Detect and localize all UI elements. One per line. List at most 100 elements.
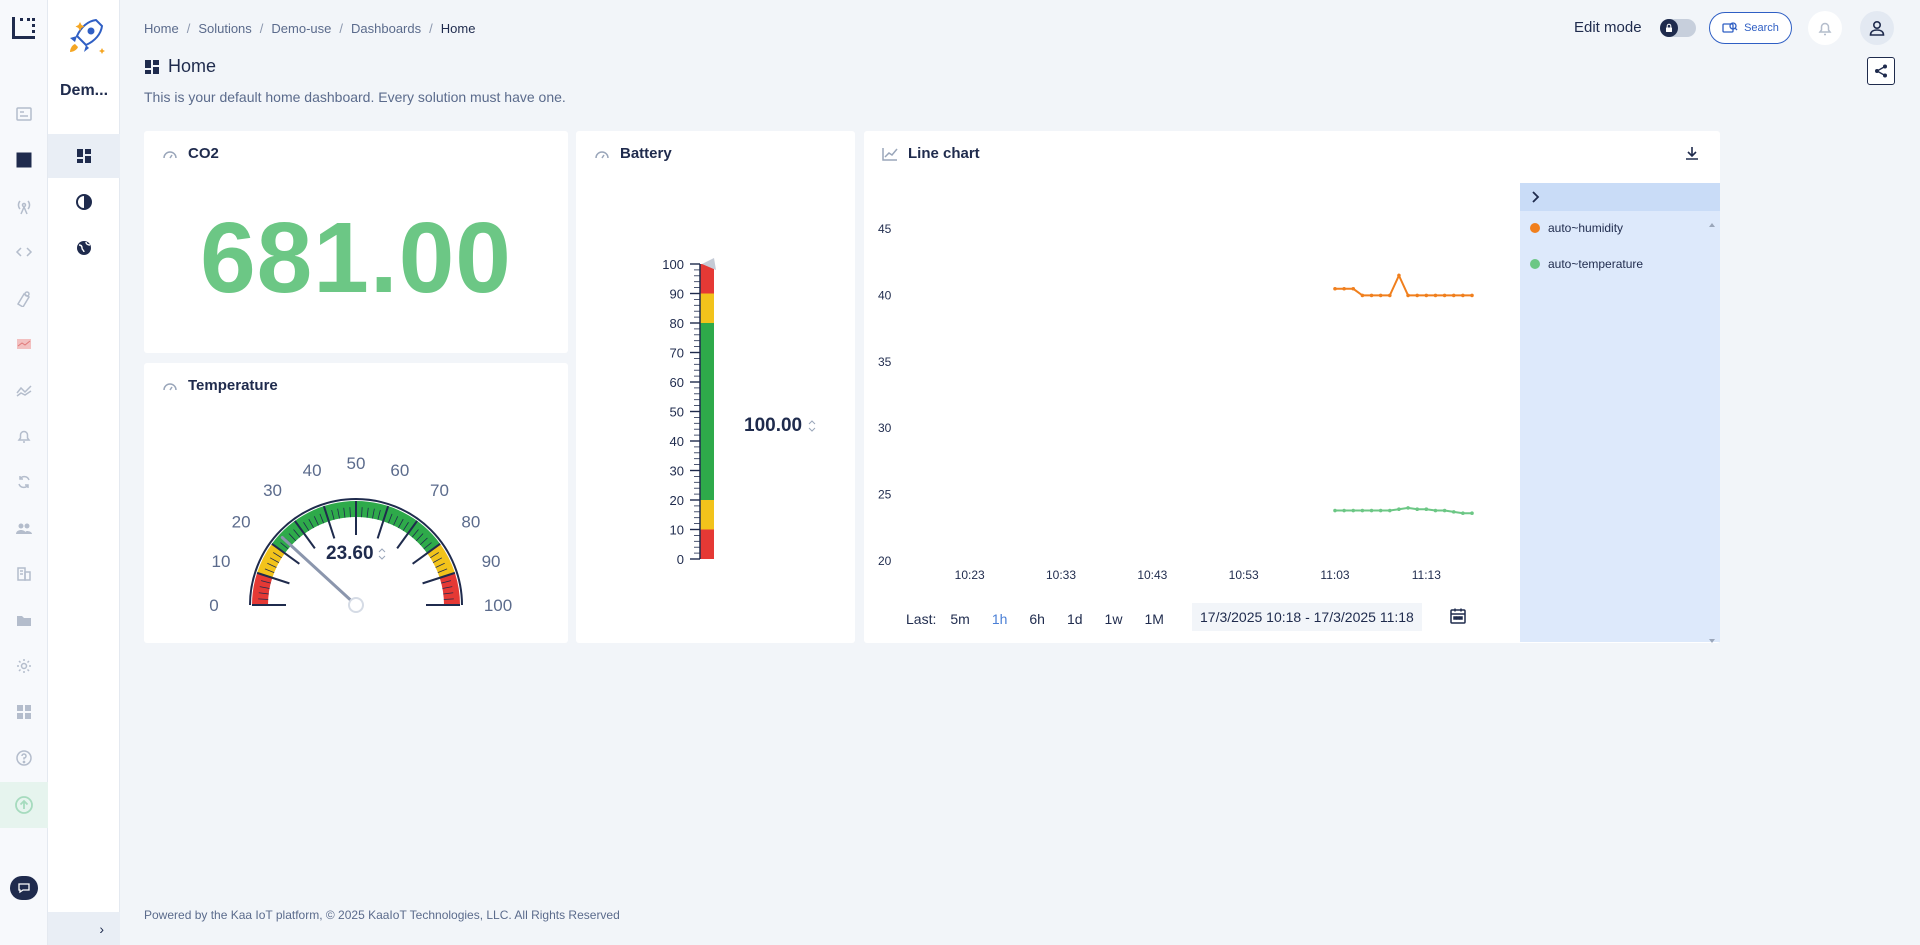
rail-folder-icon[interactable] xyxy=(0,598,48,642)
gauge-major-tick xyxy=(294,520,316,549)
gauge-tick-label: 80 xyxy=(461,513,480,532)
legend-toggle-button[interactable] xyxy=(1520,183,1720,211)
rail-tag-icon[interactable] xyxy=(0,276,48,320)
gauge-minor-tick xyxy=(337,508,340,519)
battery-tick-label: 10 xyxy=(670,523,684,538)
dashboard-icon xyxy=(145,59,159,74)
main-navigation-rail xyxy=(0,0,48,945)
gauge-tick-label: 100 xyxy=(484,596,512,615)
time-option-5m[interactable]: 5m xyxy=(950,611,970,627)
kaa-logo-icon[interactable] xyxy=(11,16,37,40)
y-tick-label: 30 xyxy=(878,421,892,435)
gauge-minor-tick xyxy=(319,513,324,524)
gauge-minor-tick xyxy=(293,529,301,538)
chat-icon[interactable] xyxy=(10,876,38,900)
gauge-minor-tick xyxy=(388,513,393,524)
rail-users-icon[interactable] xyxy=(0,506,48,550)
legend-scroll-down-icon[interactable] xyxy=(1708,631,1716,649)
breadcrumb-solutions[interactable]: Solutions xyxy=(198,21,252,36)
x-tick-label: 10:33 xyxy=(1046,568,1076,582)
solution-name[interactable]: Dem... xyxy=(60,82,109,99)
co2-value: 681.00 xyxy=(200,202,512,314)
rail-analytics-icon[interactable] xyxy=(0,368,48,412)
gauge-tick-label: 40 xyxy=(303,461,322,480)
temperature-value: 23.60 xyxy=(326,543,386,565)
gauge-major-tick xyxy=(422,571,456,585)
time-option-6h[interactable]: 6h xyxy=(1029,611,1045,627)
gauge-minor-tick xyxy=(419,537,428,546)
legend-scroll-up-icon[interactable] xyxy=(1708,215,1716,233)
battery-value: 100.00 xyxy=(744,415,816,437)
series-point-0 xyxy=(1442,293,1447,298)
battery-band-1 xyxy=(700,500,714,530)
series-point-0 xyxy=(1415,293,1419,298)
sidebar-collapse-button[interactable]: › xyxy=(48,912,120,945)
gauge-tick-label: 20 xyxy=(232,513,251,532)
rail-building-icon[interactable] xyxy=(0,552,48,596)
notifications-button[interactable] xyxy=(1808,11,1842,45)
breadcrumb-home[interactable]: Home xyxy=(144,21,179,36)
temperature-title: Temperature xyxy=(162,377,278,394)
upgrade-icon[interactable] xyxy=(0,782,48,828)
legend-item-humidity[interactable]: auto~humidity xyxy=(1530,221,1623,235)
calendar-icon[interactable] xyxy=(1449,607,1467,630)
gauge-minor-tick xyxy=(443,598,454,600)
gauge-minor-tick xyxy=(288,533,297,542)
series-point-0 xyxy=(1397,273,1401,278)
legend-dot xyxy=(1530,259,1540,269)
breadcrumb-demo-use[interactable]: Demo-use xyxy=(271,21,332,36)
time-option-1M[interactable]: 1M xyxy=(1144,611,1164,627)
gauge-minor-tick xyxy=(366,507,369,518)
nav-theme-icon[interactable] xyxy=(48,180,120,224)
series-point-1 xyxy=(1342,508,1346,513)
share-icon xyxy=(1875,64,1887,78)
time-range-label: Last: xyxy=(906,611,937,627)
search-button[interactable]: Search xyxy=(1709,12,1792,44)
x-tick-label: 11:03 xyxy=(1320,568,1349,582)
rail-sync-icon[interactable] xyxy=(0,460,48,504)
rail-media-icon[interactable] xyxy=(0,322,48,366)
rail-solutions-icon[interactable] xyxy=(0,138,48,182)
search-label: Search xyxy=(1744,22,1779,34)
series-point-1 xyxy=(1333,508,1337,513)
rail-apps-icon[interactable] xyxy=(0,690,48,734)
gauge-needle xyxy=(280,535,358,607)
rail-bell-icon[interactable] xyxy=(0,414,48,458)
gauge-band-1 xyxy=(257,543,285,578)
battery-tick-label: 60 xyxy=(670,375,684,390)
date-range-field[interactable]: 17/3/2025 10:18 - 17/3/2025 11:18 xyxy=(1192,603,1422,631)
y-tick-label: 20 xyxy=(878,554,892,568)
rocket-icon[interactable] xyxy=(62,14,108,62)
rail-antenna-icon[interactable] xyxy=(0,184,48,228)
x-tick-label: 10:43 xyxy=(1137,568,1167,582)
gauge-tick-label: 10 xyxy=(211,552,230,571)
rail-dashboard-icon[interactable] xyxy=(0,92,48,136)
series-point-1 xyxy=(1406,506,1410,510)
share-button[interactable] xyxy=(1867,57,1895,85)
download-button[interactable] xyxy=(1684,145,1700,166)
gauge-minor-tick xyxy=(264,568,275,573)
line-chart-title: Line chart xyxy=(882,145,980,162)
chevron-right-icon xyxy=(1532,191,1540,203)
breadcrumb-current: Home xyxy=(440,21,476,36)
rail-gear-icon[interactable] xyxy=(0,644,48,688)
breadcrumb-dashboards[interactable]: Dashboards xyxy=(351,21,422,36)
rail-help-icon[interactable] xyxy=(0,736,48,780)
nav-globe-icon[interactable] xyxy=(48,226,120,270)
battery-band-4 xyxy=(700,264,714,294)
series-point-1 xyxy=(1360,508,1365,513)
legend-item-temperature[interactable]: auto~temperature xyxy=(1530,257,1643,271)
time-option-1h[interactable]: 1h xyxy=(991,611,1008,627)
series-point-0 xyxy=(1470,293,1474,298)
series-point-1 xyxy=(1388,508,1392,513)
series-point-0 xyxy=(1424,293,1429,298)
series-point-1 xyxy=(1470,511,1474,515)
time-option-1d[interactable]: 1d xyxy=(1066,611,1083,627)
rail-code-icon[interactable] xyxy=(0,230,48,274)
user-menu-button[interactable] xyxy=(1860,11,1894,45)
series-point-0 xyxy=(1351,286,1356,291)
edit-mode-toggle[interactable] xyxy=(1660,19,1696,37)
nav-dashboards-icon[interactable] xyxy=(48,134,120,178)
battery-widget: Battery 100 90 80 70 60 50 40 30 20 10 0 100.00 xyxy=(576,131,855,643)
time-option-1w[interactable]: 1w xyxy=(1104,611,1123,627)
